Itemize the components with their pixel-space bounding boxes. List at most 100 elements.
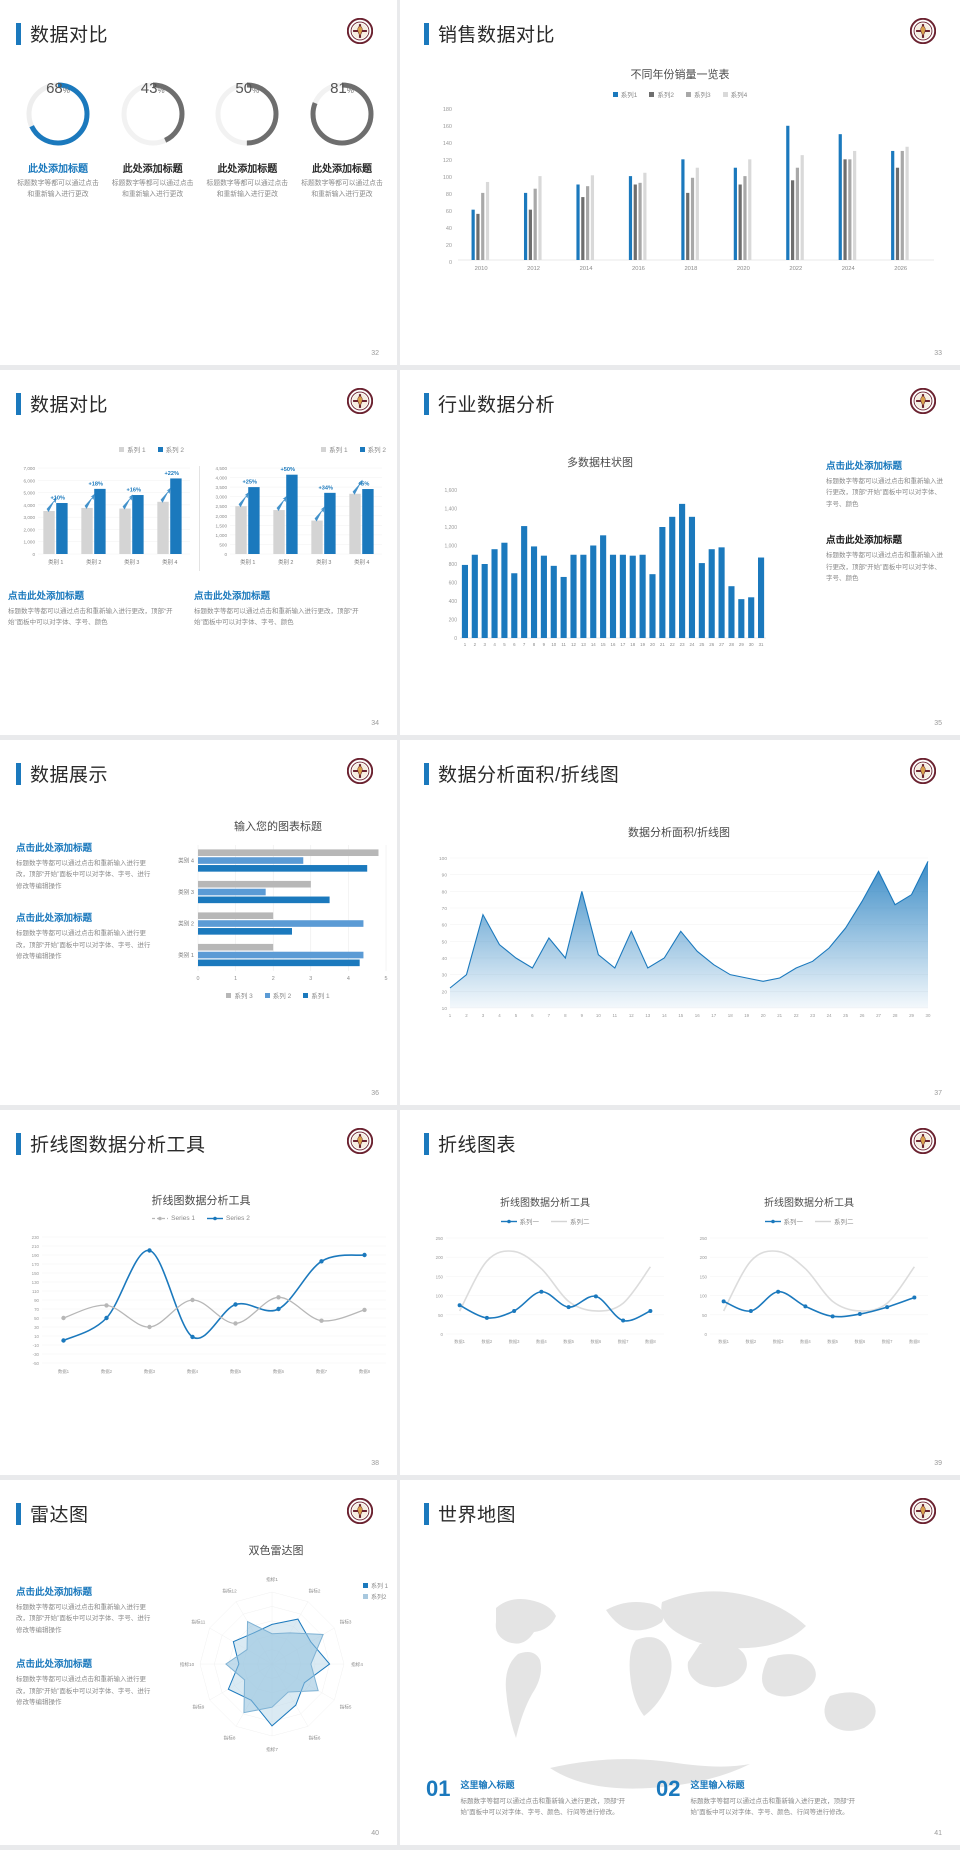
donut-title: 此处添加标题 xyxy=(311,164,372,175)
block-body: 标题数字等都可以通过点击和重新输入进行更改，顶部“开始”面板中可以对字体、字号、… xyxy=(16,860,151,890)
svg-text:24: 24 xyxy=(827,1013,832,1018)
svg-text:数据1: 数据1 xyxy=(454,1338,465,1345)
svg-text:5: 5 xyxy=(503,642,506,647)
svg-text:数据6: 数据6 xyxy=(855,1338,866,1345)
svg-text:数据4: 数据4 xyxy=(536,1338,547,1345)
svg-text:30: 30 xyxy=(749,642,754,647)
svg-text:14: 14 xyxy=(662,1013,667,1018)
slide-thumbnail-33[interactable]: 销售数据对比 不同年份销量一览表 系列1 系列2 系列3 系列4 180 160 1… xyxy=(400,0,960,370)
slide-header: 行业数据分析 xyxy=(424,390,555,417)
company-medical-emblem-icon xyxy=(346,17,374,45)
svg-text:80: 80 xyxy=(442,889,448,895)
svg-text:24: 24 xyxy=(690,642,695,647)
svg-text:17: 17 xyxy=(620,642,625,647)
svg-text:7: 7 xyxy=(548,1013,551,1018)
slide-thumbnail-32[interactable]: 数据对比 68% 此处添加标题 标题数字等都可以通过点击和重新输入进行更改 xyxy=(0,0,400,370)
text-block-2: 点击此处添加标题 标题数字等都可以通过点击和重新输入进行更改，顶部“开始”面板中… xyxy=(826,532,944,584)
svg-text:170: 170 xyxy=(32,1262,40,1267)
svg-text:2010: 2010 xyxy=(475,266,488,272)
slide-header: 折线图表 xyxy=(424,1130,516,1157)
svg-text:8: 8 xyxy=(564,1013,567,1018)
svg-text:3: 3 xyxy=(309,976,312,982)
svg-text:250: 250 xyxy=(700,1236,708,1241)
svg-text:26: 26 xyxy=(709,642,714,647)
svg-text:2: 2 xyxy=(474,642,477,647)
slide-thumbnail-40[interactable]: 雷达图 点击此处添加标题 标题数字等都可以通过点击和重新输入进行更改，顶部“开始… xyxy=(0,1480,400,1850)
donut-value: 68 xyxy=(46,80,63,97)
svg-text:30: 30 xyxy=(926,1013,931,1018)
svg-text:4: 4 xyxy=(498,1013,501,1018)
chart-title: 折线图数据分析工具 xyxy=(500,1198,590,1209)
svg-text:100: 100 xyxy=(436,1294,444,1299)
svg-text:数据3: 数据3 xyxy=(509,1338,520,1345)
svg-text:类别 3: 类别 3 xyxy=(124,558,139,566)
svg-text:类别 2: 类别 2 xyxy=(86,558,101,566)
text-block-2: 点击此处添加标题 标题数字等都可以通过点击和重新输入进行更改，顶部“开始”面板中… xyxy=(16,1656,156,1708)
slide-thumbnail-41[interactable]: 世界地图 01 这里输入标题 标题数字等都可以通过点击和重新输入进行更改，顶部“… xyxy=(400,1480,960,1850)
donut-description: 标题数字等都可以通过点击和重新输入进行更改 xyxy=(206,180,289,198)
svg-text:70: 70 xyxy=(34,1307,39,1312)
svg-text:指标9: 指标9 xyxy=(193,1704,205,1711)
svg-text:类别 2: 类别 2 xyxy=(178,920,194,928)
company-medical-emblem-icon xyxy=(909,387,937,415)
svg-text:7,000: 7,000 xyxy=(24,466,36,471)
svg-text:0: 0 xyxy=(32,552,35,557)
slide-number: 35 xyxy=(934,720,942,727)
svg-text:2026: 2026 xyxy=(894,266,907,272)
svg-text:23: 23 xyxy=(680,642,685,647)
block-title: 点击此处添加标题 xyxy=(194,591,271,602)
slide-thumbnail-39[interactable]: 折线图表 折线图数据分析工具 系列一 系列二 0 50 100 150 200 250 数据… xyxy=(400,1110,960,1480)
svg-text:4: 4 xyxy=(493,642,496,647)
donut-description: 标题数字等都可以通过点击和重新输入进行更改 xyxy=(17,180,99,198)
svg-text:40: 40 xyxy=(442,956,448,962)
company-medical-emblem-icon xyxy=(346,387,374,415)
svg-text:8: 8 xyxy=(533,642,536,647)
svg-text:50: 50 xyxy=(442,939,448,945)
svg-text:2,000: 2,000 xyxy=(216,514,228,519)
svg-text:指标4: 指标4 xyxy=(351,1661,363,1668)
text-block-left: 点击此处添加标题 标题数字等都可以通过点击和重新输入进行更改，顶部“开始”面板中… xyxy=(8,588,194,629)
slide-thumbnail-35[interactable]: 行业数据分析 多数据柱状图 0 200 400 600 800 1,000 1,200 1,4… xyxy=(400,370,960,740)
svg-text:1: 1 xyxy=(234,976,237,982)
line-chart-left-panel: 折线图数据分析工具 系列一 系列二 0 50 100 150 200 250 数据1 数据2 数… xyxy=(420,1194,670,1371)
svg-text:6,000: 6,000 xyxy=(24,478,36,483)
slide-number: 41 xyxy=(934,1830,942,1837)
svg-text:数据4: 数据4 xyxy=(800,1338,811,1345)
slide-header: 雷达图 xyxy=(16,1500,89,1527)
svg-text:数据1: 数据1 xyxy=(718,1338,729,1345)
slide-thumbnail-38[interactable]: 折线图数据分析工具 折线图数据分析工具 Series 1 Series 2 -5… xyxy=(0,1110,400,1480)
svg-text:类别 3: 类别 3 xyxy=(178,888,194,896)
chart-title: 折线图数据分析工具 xyxy=(151,1195,251,1207)
legend-item: 系列 2 xyxy=(359,444,386,454)
svg-text:指标12: 指标12 xyxy=(222,1587,237,1594)
svg-text:500: 500 xyxy=(219,542,227,547)
svg-text:25: 25 xyxy=(843,1013,848,1018)
svg-text:指标1: 指标1 xyxy=(266,1576,278,1583)
svg-text:60: 60 xyxy=(446,209,452,215)
svg-text:数据8: 数据8 xyxy=(359,1368,371,1375)
slide-thumbnail-36[interactable]: 数据展示 点击此处添加标题 标题数字等都可以通过点击和重新输入进行更改，顶部“开… xyxy=(0,740,400,1110)
block-title: 点击此处添加标题 xyxy=(8,591,85,602)
page-title: 折线图表 xyxy=(438,1135,517,1156)
donut-title: 此处添加标题 xyxy=(217,164,278,175)
svg-text:27: 27 xyxy=(719,642,724,647)
line-chart: 0 50 100 150 200 250 数据1 数据2 数据3 数据4 数据5 数据6 数据7 数据8 xyxy=(700,1236,928,1345)
svg-text:类别 1: 类别 1 xyxy=(240,558,255,566)
donut-value: 50 xyxy=(235,80,253,97)
title-accent-bar xyxy=(424,1132,429,1155)
svg-text:50: 50 xyxy=(438,1313,443,1318)
growth-bar-chart: 0 500 1,000 1,500 2,000 2,500 3,000 3,500 4,000 4… xyxy=(216,466,382,566)
svg-text:指标6: 指标6 xyxy=(309,1735,321,1742)
donut-metric-3: 50% 此处添加标题 标题数字等都可以通过点击和重新输入进行更改 xyxy=(203,80,291,200)
slide-header: 数据展示 xyxy=(16,760,108,787)
svg-text:0: 0 xyxy=(224,552,227,557)
svg-text:29: 29 xyxy=(909,1013,914,1018)
radar-chart: 指标1 指标2 指标3 指标4 指标5 指标6 指标7 指标8 指标9 指标10 指标11 指标12 xyxy=(180,1576,363,1753)
slide-thumbnail-34[interactable]: 数据对比 系列 1 系列 2 0 1,000 2,000 3,000 4,000 5,00… xyxy=(0,370,400,740)
block-body: 标题数字等都可以通过点击和重新输入进行更改，顶部“开始”面板中可以对字体、字号、… xyxy=(16,1604,151,1634)
slide-thumbnail-37[interactable]: 数据分析面积/折线图 数据分析面积/折线图 10 20 30 40 50 60 70 80 90… xyxy=(400,740,960,1110)
svg-text:数据3: 数据3 xyxy=(144,1368,156,1375)
svg-text:5,000: 5,000 xyxy=(24,491,36,496)
